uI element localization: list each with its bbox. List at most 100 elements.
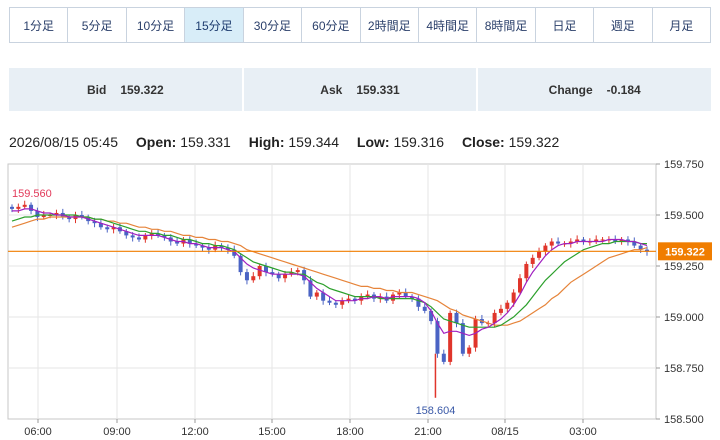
chart-svg[interactable]: 159.750 159.500 159.250 159.000 158.750 158.5…	[0, 150, 720, 440]
current-price-label: 159.322	[665, 246, 705, 258]
candlestick-chart[interactable]: 159.750 159.500 159.250 159.000 158.750 158.5…	[0, 150, 720, 440]
timeframe-tabs: 1分足 5分足 10分足 15分足 30分足 60分足 2時間足 4時間足 8時間足 日足 週足 月足	[9, 7, 711, 43]
tab-timeframe-1[interactable]: 5分足	[68, 8, 127, 42]
candle-body	[35, 210, 40, 218]
change-label: Change	[548, 82, 593, 97]
candle-body	[238, 255, 243, 273]
x-tick-label: 08/15	[491, 426, 519, 438]
candle-body	[410, 296, 415, 299]
candle-body	[156, 233, 161, 236]
ask-label: Ask	[320, 82, 343, 97]
x-tick-label: 15:00	[258, 426, 286, 438]
candle-body	[289, 272, 294, 275]
candle-body	[314, 292, 319, 297]
candle-body	[530, 257, 535, 264]
candle-body	[391, 294, 395, 301]
candle-body	[321, 292, 326, 301]
tab-timeframe-2[interactable]: 10分足	[127, 8, 186, 42]
tab-timeframe-9[interactable]: 日足	[536, 8, 595, 42]
tab-timeframe-7[interactable]: 4時間足	[419, 8, 478, 42]
candle-body	[137, 237, 141, 240]
candle-body	[549, 241, 554, 246]
close-label: Close:	[461, 134, 505, 150]
candle-body	[632, 241, 637, 246]
candle-body	[67, 217, 72, 220]
tab-timeframe-0[interactable]: 1分足	[10, 8, 69, 42]
candle-body	[346, 298, 351, 301]
candle-body	[435, 321, 440, 354]
candle-body	[505, 302, 510, 309]
y-tick-label: 158.500	[664, 414, 704, 426]
candle-body	[327, 300, 332, 303]
candle-body	[492, 312, 497, 324]
candle-body	[365, 294, 370, 297]
high-value: 159.344	[288, 134, 339, 150]
candle-body	[575, 239, 580, 242]
candle-body	[543, 245, 548, 252]
current-price-badge	[658, 242, 712, 261]
candle-body	[613, 239, 618, 242]
candle-body	[41, 215, 46, 218]
candle-body	[537, 251, 542, 258]
y-tick-label: 158.750	[664, 363, 704, 375]
candle-body	[295, 270, 300, 273]
ohlc-datetime: 2026/08/15 05:45	[9, 134, 118, 150]
tab-timeframe-10[interactable]: 週足	[594, 8, 653, 42]
candle-body	[498, 308, 503, 313]
candle-body	[219, 245, 224, 248]
high-annotation: 159.560	[12, 188, 52, 200]
candle-body	[416, 298, 421, 307]
low-annotation: 158.604	[416, 405, 456, 417]
candle-body	[232, 249, 237, 256]
open-value: 159.331	[180, 134, 231, 150]
ma-long-line	[11, 216, 648, 326]
ma-mid-line	[11, 214, 647, 328]
candle-body	[333, 302, 338, 305]
candle-body	[441, 353, 446, 362]
candle-body	[244, 272, 249, 281]
candle-body	[98, 223, 103, 228]
candle-body	[352, 298, 357, 301]
x-tick-label: 06:00	[24, 426, 52, 438]
candle-body	[422, 306, 427, 311]
candle-body	[111, 227, 116, 230]
candle-body	[556, 241, 561, 244]
low-label: Low:	[356, 134, 390, 150]
candle-body	[568, 241, 573, 244]
candle-body	[448, 312, 453, 362]
x-tick-label: 12:00	[181, 426, 209, 438]
high-label: High:	[248, 134, 285, 150]
candle-body	[200, 245, 205, 248]
ohlc-info: 2026/08/15 05:45 Open: 159.331 High: 159…	[9, 134, 559, 150]
candle-body	[194, 243, 199, 246]
x-tick-label: 03:00	[569, 426, 597, 438]
candle-body	[264, 266, 268, 273]
candle-body	[429, 310, 434, 322]
candle-body	[638, 245, 643, 250]
candle-body	[460, 323, 465, 354]
tab-timeframe-4[interactable]: 30分足	[244, 8, 303, 42]
y-tick-label: 159.750	[664, 159, 704, 171]
candle-body	[454, 312, 459, 324]
candle-body	[302, 270, 307, 281]
candle-body	[206, 247, 211, 250]
candle-body	[397, 292, 402, 295]
candle-body	[524, 263, 529, 279]
ask-value: 159.331	[356, 82, 400, 97]
x-tick-label: 18:00	[336, 426, 364, 438]
tab-timeframe-6[interactable]: 2時間足	[361, 8, 419, 42]
tab-timeframe-3[interactable]: 15分足	[185, 8, 244, 42]
candle-body	[162, 235, 167, 238]
change-cell: Change -0.184	[478, 68, 711, 111]
candle-body	[378, 296, 383, 299]
ma-short-line	[12, 208, 648, 337]
tab-timeframe-5[interactable]: 60分足	[302, 8, 361, 42]
candle-body	[625, 239, 630, 242]
candle-body	[340, 300, 345, 305]
candle-body	[619, 239, 624, 242]
open-label: Open:	[135, 134, 177, 150]
candle-body	[175, 241, 180, 244]
tab-timeframe-8[interactable]: 8時間足	[477, 8, 536, 42]
tab-timeframe-11[interactable]: 月足	[669, 18, 694, 33]
x-tick-label: 09:00	[103, 426, 131, 438]
